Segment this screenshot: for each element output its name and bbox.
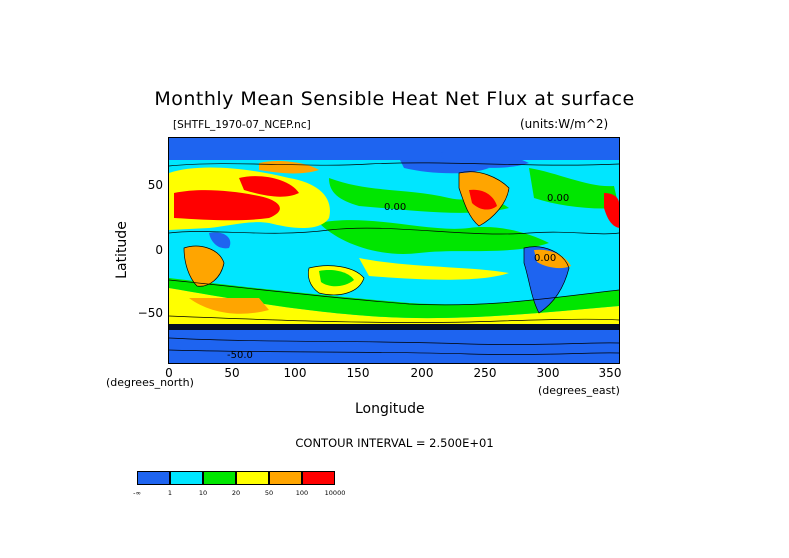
north-pacific-green (329, 178, 509, 213)
tropical-yellow-band (359, 258, 509, 280)
x-unit-note: (degrees_east) (538, 384, 620, 397)
central-asia-red (239, 176, 299, 197)
x-tick-50: 50 (224, 366, 240, 380)
north-america-red (469, 189, 497, 210)
contour-interval: CONTOUR INTERVAL = 2.500E+01 (295, 436, 494, 450)
contour-label-4: -50.0 (227, 350, 253, 361)
antarctic-edge (169, 324, 619, 330)
chart-title: Monthly Mean Sensible Heat Net Flux at s… (154, 88, 635, 110)
west-africa-red-edge (604, 193, 619, 228)
map-plot: 0.00 0.00 0.00 -50.0 (168, 137, 620, 364)
arctic-band (169, 138, 619, 160)
legend-swatch-2 (170, 471, 203, 485)
indian-ocean-blue (209, 232, 231, 249)
legend-label-5: 50 (264, 489, 274, 497)
sahara-red (174, 190, 280, 221)
legend-label-7: 10000 (324, 489, 346, 497)
x-tick-200: 200 (410, 366, 434, 380)
south-america-orange (534, 249, 571, 269)
legend-label-3: 10 (198, 489, 208, 497)
units-label: (units:W/m^2) (520, 117, 609, 131)
antarctic-band (169, 324, 619, 363)
legend-label-6: 100 (295, 489, 309, 497)
southern-green-belt (169, 278, 619, 319)
southern-orange-patch (189, 298, 269, 314)
y-tick-50: 50 (147, 178, 163, 192)
legend-swatch-1 (137, 471, 170, 485)
contour-label-2: 0.00 (547, 193, 569, 204)
legend-label-1: -∞ (133, 489, 141, 497)
y-tick-0: 0 (155, 243, 163, 257)
flux-field-map: 0.00 0.00 0.00 -50.0 (169, 138, 619, 363)
australia-green (319, 270, 354, 287)
legend-label-4: 20 (231, 489, 241, 497)
x-tick-350: 350 (598, 366, 622, 380)
legend-swatch-6 (302, 471, 335, 485)
legend-swatch-5 (269, 471, 302, 485)
north-pacific-blue (399, 157, 489, 174)
x-tick-300: 300 (536, 366, 560, 380)
x-tick-150: 150 (346, 366, 370, 380)
x-tick-250: 250 (473, 366, 497, 380)
x-tick-100: 100 (283, 366, 307, 380)
file-label: [SHTFL_1970-07_NCEP.nc] (173, 119, 311, 131)
tropical-green-band (319, 220, 549, 254)
legend-swatch-4 (236, 471, 269, 485)
y-unit-note: (degrees_north) (106, 376, 194, 389)
contour-lines (169, 162, 619, 355)
y-tick-minus-50: −50 (137, 306, 163, 320)
north-atlantic-green (529, 168, 619, 209)
contour-label-1: 0.00 (384, 202, 406, 213)
x-tick-0: 0 (165, 366, 173, 380)
y-axis-label: Latitude (114, 221, 130, 279)
southern-yellow-belt (169, 288, 619, 324)
contour-label-3: 0.00 (534, 253, 556, 264)
legend-swatch-3 (203, 471, 236, 485)
x-axis-label: Longitude (355, 401, 425, 417)
southern-africa-orange (184, 246, 224, 287)
legend-label-2: 1 (167, 489, 173, 497)
